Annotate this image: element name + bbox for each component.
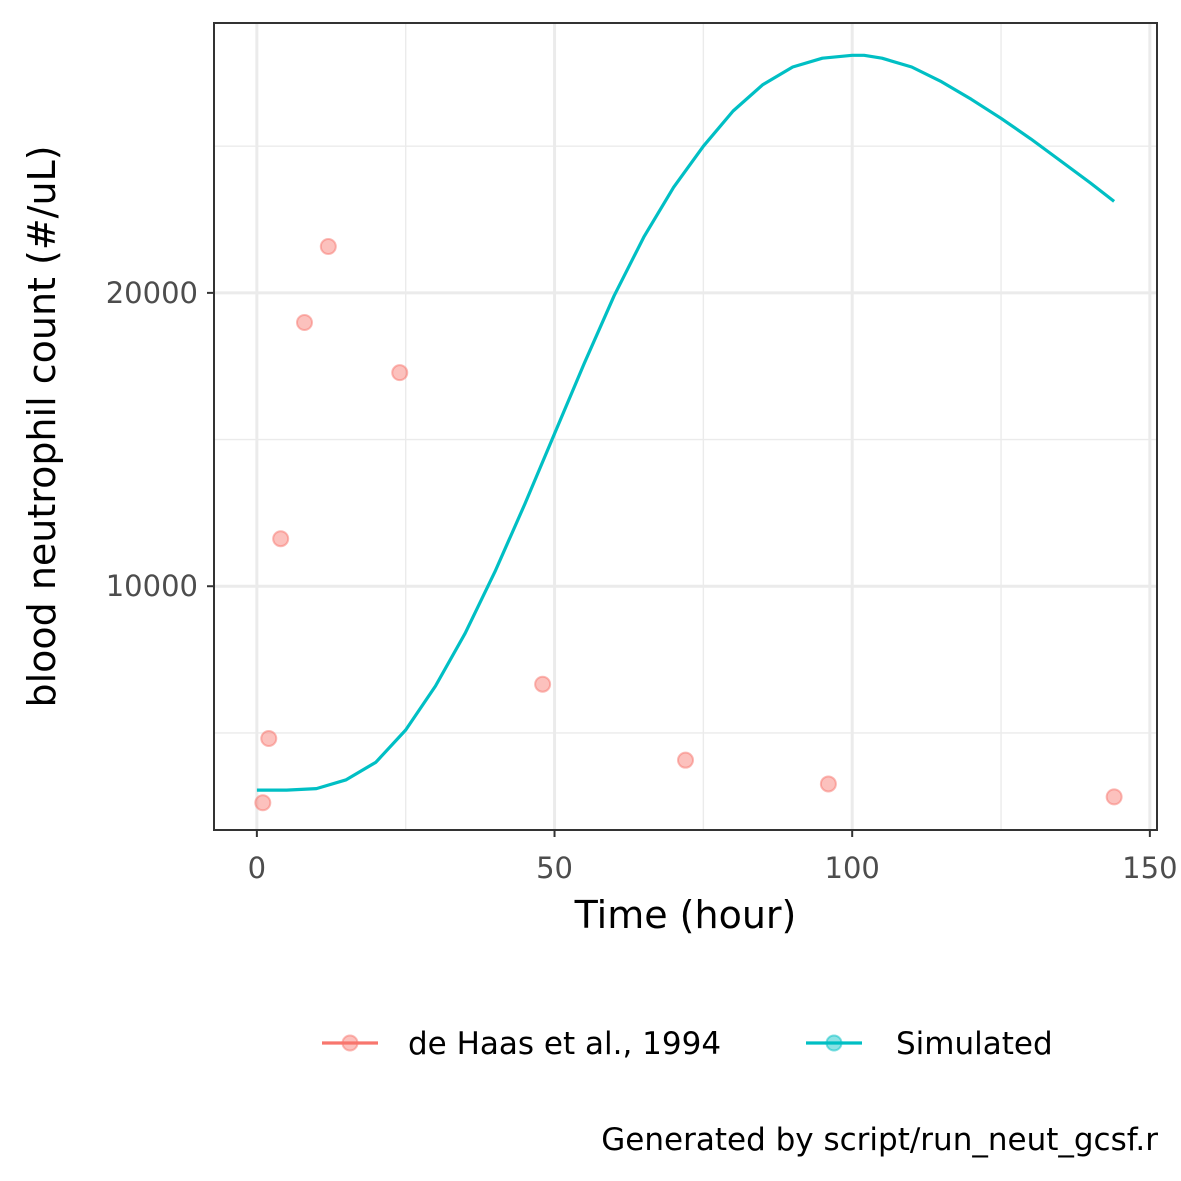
x-tick-label: 150 bbox=[1122, 851, 1177, 885]
minor-gridlines bbox=[214, 23, 1157, 830]
major-gridlines bbox=[214, 23, 1157, 830]
legend-key-point bbox=[341, 1034, 359, 1052]
data-point bbox=[272, 530, 290, 548]
data-point bbox=[295, 314, 313, 332]
legend-key-point bbox=[825, 1034, 843, 1052]
data-point bbox=[819, 775, 837, 793]
legend-label: Simulated bbox=[896, 1026, 1053, 1062]
legend-label: de Haas et al., 1994 bbox=[408, 1026, 721, 1062]
panel-background bbox=[214, 23, 1157, 830]
data-point bbox=[260, 729, 278, 747]
axis-ticks: 0 50 100 150 10000 20000 bbox=[106, 276, 1178, 885]
panel-border bbox=[213, 22, 1158, 831]
data-point bbox=[319, 238, 337, 256]
data-point bbox=[254, 794, 272, 812]
x-tick-label: 0 bbox=[248, 851, 266, 885]
x-tick-label: 100 bbox=[825, 851, 880, 885]
series-layer bbox=[254, 53, 1123, 812]
y-axis-title: blood neutrophil count (#/uL) bbox=[20, 145, 64, 707]
y-tick-label: 20000 bbox=[106, 276, 198, 310]
y-tick-label: 10000 bbox=[106, 569, 198, 603]
legend: de Haas et al., 1994 Simulated bbox=[322, 1026, 1053, 1062]
simulated-line bbox=[256, 53, 1116, 792]
data-point bbox=[534, 675, 552, 693]
data-point bbox=[391, 364, 409, 382]
caption: Generated by script/run_neut_gcsf.r bbox=[601, 1122, 1158, 1158]
x-axis-title: Time (hour) bbox=[574, 893, 797, 937]
data-point bbox=[1105, 788, 1123, 806]
x-tick-label: 50 bbox=[536, 851, 573, 885]
data-point bbox=[677, 751, 694, 769]
